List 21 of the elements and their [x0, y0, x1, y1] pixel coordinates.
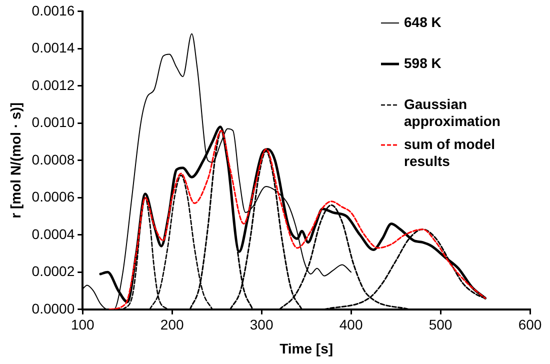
y-tick-label: 0.0006	[32, 188, 75, 205]
y-tick-label: 0.0004	[32, 226, 75, 242]
x-axis-title: Time [s]	[280, 340, 334, 356]
x-tick-label: 600	[518, 316, 542, 333]
x-tick-label: 400	[339, 316, 363, 333]
y-tick-label: 0.0012	[32, 76, 75, 93]
legend-label: 648 K	[404, 14, 442, 31]
x-tick-label: 500	[428, 316, 452, 333]
y-tick-label: 0.0016	[32, 2, 75, 18]
x-tick-label: 100	[70, 316, 95, 333]
legend-label: Gaussian approximation	[404, 96, 502, 130]
legend-label: sum of model results	[404, 136, 496, 170]
y-tick-label: 0.0014	[32, 40, 75, 56]
legend-label: 598 K	[404, 55, 442, 72]
y-tick-label: 0.0008	[32, 151, 75, 168]
y-tick-label: 0.0000	[32, 300, 75, 316]
y-tick-label: 0.0010	[32, 114, 75, 130]
y-tick-label: 0.0002	[32, 263, 75, 280]
x-tick-label: 200	[160, 316, 184, 333]
y-axis-title: r [mol N/(mol · s)]	[7, 102, 24, 218]
x-tick-label: 300	[250, 316, 274, 333]
